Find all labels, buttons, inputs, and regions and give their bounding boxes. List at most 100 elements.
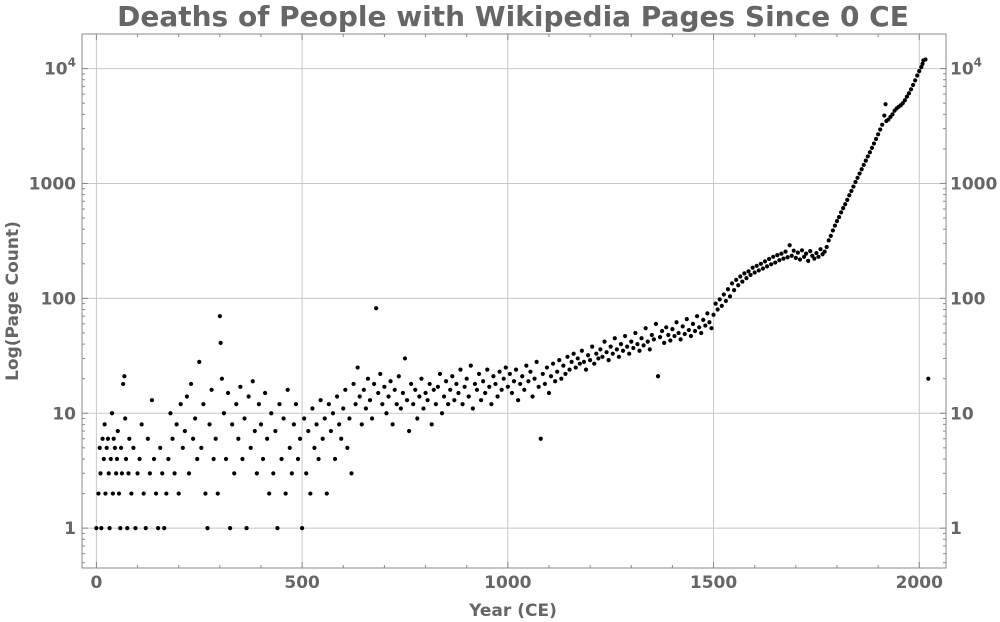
data-point	[139, 422, 144, 427]
data-point	[524, 363, 529, 368]
data-point	[493, 381, 498, 387]
data-point	[111, 436, 116, 441]
data-point	[127, 436, 132, 441]
y-tick-label-right: 1000	[950, 174, 997, 194]
data-point	[902, 98, 907, 103]
data-point	[137, 456, 142, 462]
data-point	[109, 411, 115, 416]
data-point	[423, 390, 428, 396]
data-point	[826, 238, 831, 243]
data-point	[703, 323, 708, 328]
data-point	[166, 456, 171, 462]
data-point	[857, 171, 862, 176]
data-point	[456, 390, 461, 396]
data-point	[719, 303, 724, 308]
data-point	[334, 394, 340, 399]
data-point	[690, 321, 696, 326]
data-point	[372, 381, 377, 387]
data-point	[876, 132, 881, 137]
data-point	[865, 154, 870, 159]
data-point	[760, 266, 766, 271]
data-point	[378, 371, 383, 377]
data-point	[606, 358, 611, 363]
data-point	[511, 379, 517, 384]
data-point	[99, 526, 104, 531]
data-point	[489, 402, 494, 407]
data-point	[544, 365, 550, 370]
data-point	[542, 381, 547, 387]
data-point	[151, 456, 157, 462]
data-point	[548, 374, 554, 379]
data-point	[252, 428, 257, 434]
data-point	[647, 347, 652, 352]
data-point	[421, 406, 426, 411]
data-point	[108, 456, 113, 462]
data-point	[692, 328, 698, 334]
data-point	[308, 491, 313, 496]
data-point	[880, 122, 885, 127]
data-point	[612, 336, 617, 341]
data-point	[915, 73, 920, 78]
data-point	[384, 411, 389, 416]
data-point	[904, 94, 910, 99]
data-point	[478, 398, 484, 403]
data-point	[641, 343, 646, 348]
data-point	[847, 193, 852, 198]
data-point	[645, 339, 650, 344]
data-point	[818, 247, 823, 252]
data-point	[343, 387, 348, 392]
data-point	[250, 379, 255, 384]
data-point	[783, 249, 788, 254]
data-point	[355, 365, 360, 370]
data-point	[287, 445, 292, 450]
data-point	[406, 428, 412, 434]
data-point	[890, 112, 895, 117]
data-point	[184, 394, 190, 399]
data-point	[602, 339, 607, 344]
data-point	[341, 406, 346, 411]
x-tick-label: 2000	[896, 573, 943, 593]
data-point	[404, 398, 410, 403]
data-point	[878, 127, 883, 132]
data-point	[448, 387, 453, 392]
data-point	[625, 344, 630, 349]
data-point	[483, 390, 488, 396]
data-point	[804, 251, 809, 256]
data-point	[396, 374, 401, 379]
data-point	[563, 371, 568, 377]
data-point	[143, 526, 148, 531]
data-point	[744, 276, 749, 281]
data-point	[118, 526, 123, 531]
data-point	[470, 406, 475, 411]
data-point	[289, 471, 294, 476]
data-point	[643, 326, 648, 331]
data-point	[491, 374, 496, 379]
data-point	[230, 422, 235, 427]
data-point	[110, 491, 115, 496]
data-points	[94, 57, 931, 531]
data-point	[437, 371, 443, 377]
data-point	[793, 255, 798, 261]
data-point	[365, 376, 371, 381]
data-point	[799, 248, 805, 253]
data-point	[841, 206, 846, 211]
data-point	[115, 428, 120, 434]
data-point	[752, 270, 757, 275]
data-point	[481, 379, 486, 384]
data-point	[101, 456, 106, 462]
data-point	[302, 416, 307, 421]
data-point	[330, 411, 336, 416]
data-point	[682, 331, 687, 337]
data-point	[100, 436, 105, 441]
data-point	[314, 422, 319, 427]
data-point	[715, 307, 720, 312]
y-tick-label-right: 10	[950, 404, 974, 424]
data-point	[843, 202, 848, 207]
data-point	[386, 394, 391, 399]
y-tick-label-right: 104	[950, 56, 982, 80]
data-point	[359, 422, 364, 427]
data-point	[468, 363, 473, 368]
data-point	[721, 292, 726, 297]
data-point	[546, 390, 552, 396]
data-point	[149, 398, 155, 403]
